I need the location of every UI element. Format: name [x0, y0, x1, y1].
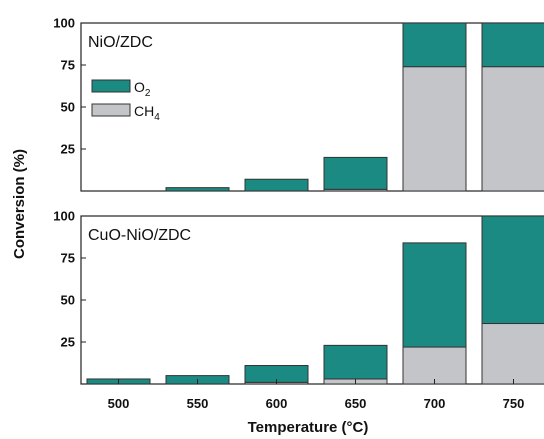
bar-o2-750 — [481, 22, 544, 68]
x-tick-label: 600 — [266, 396, 288, 411]
upper-panel-label: NiO/ZDC — [88, 34, 153, 51]
upper-bars — [165, 22, 544, 192]
legend-label-o2: O2 — [134, 79, 151, 99]
bar-o2-650 — [323, 156, 388, 190]
bar-ch4-700 — [402, 66, 467, 192]
legend-label-ch4: CH4 — [134, 103, 160, 123]
bar-o2-600 — [244, 178, 309, 192]
y-tick-label: 50 — [61, 293, 75, 308]
y-axis-title: Conversion (%) — [11, 149, 28, 259]
y-tick-label: 25 — [61, 142, 75, 157]
y-tick-label: 75 — [61, 251, 75, 266]
bar-o2-750 — [481, 215, 544, 325]
y-tick-label: 100 — [53, 209, 75, 224]
lower-panel-label: CuO-NiO/ZDC — [88, 227, 191, 244]
y-tick-label: 50 — [61, 100, 75, 115]
lower-panel: CuO-NiO/ZDC 100 75 50 25 — [53, 209, 544, 385]
bar-ch4-700 — [402, 346, 467, 385]
x-axis-ticks: 500 550 600 650 700 750 — [108, 379, 525, 411]
upper-y-ticks: 100 75 50 25 — [53, 16, 86, 157]
y-tick-label: 75 — [61, 58, 75, 73]
bar-o2-650 — [323, 344, 388, 380]
x-tick-label: 550 — [187, 396, 209, 411]
bar-o2-700 — [402, 242, 467, 348]
bar-ch4-750 — [481, 323, 544, 385]
legend-swatch-ch4 — [91, 103, 131, 117]
x-tick-label: 750 — [503, 396, 525, 411]
upper-panel: NiO/ZDC 100 75 50 25 O2 CH4 — [53, 16, 544, 192]
bar-ch4-750 — [481, 66, 544, 192]
x-tick-label: 650 — [345, 396, 367, 411]
x-tick-label: 700 — [424, 396, 446, 411]
x-axis-title: Temperature (°C) — [248, 419, 369, 436]
bar-o2-700 — [402, 22, 467, 68]
bar-o2-550 — [165, 187, 230, 192]
y-tick-label: 25 — [61, 335, 75, 350]
y-tick-label: 100 — [53, 16, 75, 31]
x-tick-label: 500 — [108, 396, 130, 411]
lower-y-ticks: 100 75 50 25 — [53, 209, 86, 350]
legend-swatch-o2 — [91, 79, 131, 93]
legend: O2 CH4 — [91, 79, 160, 123]
lower-bars — [86, 215, 544, 385]
